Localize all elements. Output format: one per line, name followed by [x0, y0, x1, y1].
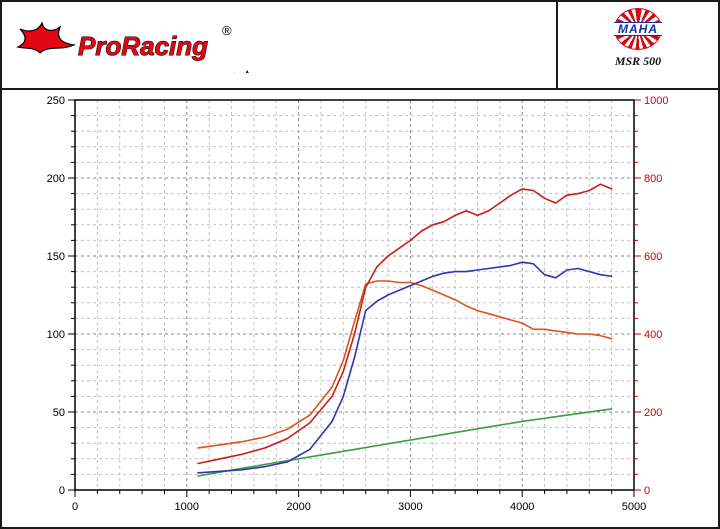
- device-model-label: MSR 500: [614, 54, 662, 68]
- maha-band: MAHA: [614, 22, 662, 36]
- header: ProRacing ® MAHA MSR 500: [2, 2, 718, 90]
- svg-text:0: 0: [59, 485, 65, 497]
- svg-text:2000: 2000: [286, 501, 310, 513]
- proracing-logo: ProRacing ®: [2, 2, 556, 88]
- svg-text:1000: 1000: [175, 501, 199, 513]
- svg-text:50: 50: [53, 407, 65, 419]
- power-red-curve: [197, 183, 613, 465]
- svg-text:800: 800: [644, 173, 662, 185]
- green-line-curve: [197, 408, 613, 477]
- chart-area: 0 1000 2000 3000 4000 5000 0 50 100 150 200 250 0 200…: [2, 90, 718, 527]
- device-panel: MAHA MSR 500: [556, 2, 718, 88]
- proracing-logo-graphic: ProRacing ®: [16, 21, 250, 73]
- svg-text:250: 250: [47, 95, 65, 107]
- dyno-chart: 0 1000 2000 3000 4000 5000 0 50 100 150 200 250 0 200…: [47, 95, 669, 513]
- svg-text:200: 200: [644, 407, 662, 419]
- svg-text:150: 150: [47, 251, 65, 263]
- svg-text:0: 0: [644, 485, 650, 497]
- svg-text:3000: 3000: [398, 501, 422, 513]
- registered-trademark: ®: [222, 23, 232, 38]
- svg-text:4000: 4000: [510, 501, 534, 513]
- maha-logo: MAHA: [614, 8, 662, 50]
- svg-text:600: 600: [644, 251, 662, 263]
- svg-text:0: 0: [72, 501, 78, 513]
- maha-brand: MAHA: [618, 22, 658, 36]
- svg-text:100: 100: [47, 329, 65, 341]
- brand-name: ProRacing: [78, 31, 208, 61]
- svg-text:5000: 5000: [622, 501, 646, 513]
- svg-text:1000: 1000: [644, 95, 668, 107]
- power-blue-curve: [197, 261, 613, 474]
- torque-curve: [197, 280, 613, 449]
- flame-right-icon: [234, 69, 250, 73]
- flame-left-icon: [16, 21, 77, 54]
- svg-text:400: 400: [644, 329, 662, 341]
- svg-text:200: 200: [47, 173, 65, 185]
